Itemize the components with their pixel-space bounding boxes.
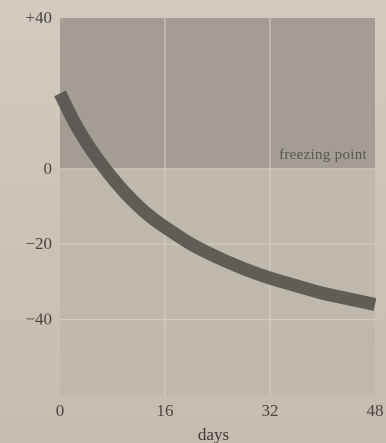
x-tick-label: 16: [157, 401, 174, 420]
y-tick-label: 0: [44, 159, 53, 178]
x-axis-label: days: [198, 425, 229, 443]
freezing-point-annotation: freezing point: [279, 147, 367, 163]
above-freezing-band: [60, 18, 375, 169]
x-tick-label: 32: [262, 401, 279, 420]
y-tick-label: −40: [25, 310, 52, 329]
y-tick-label: −20: [25, 234, 52, 253]
temperature-curve: [54, 90, 377, 311]
x-tick-label: 0: [56, 401, 65, 420]
below-freezing-band: [60, 168, 375, 395]
y-tick-label: +40: [25, 8, 52, 27]
x-tick-label: 48: [367, 401, 384, 420]
